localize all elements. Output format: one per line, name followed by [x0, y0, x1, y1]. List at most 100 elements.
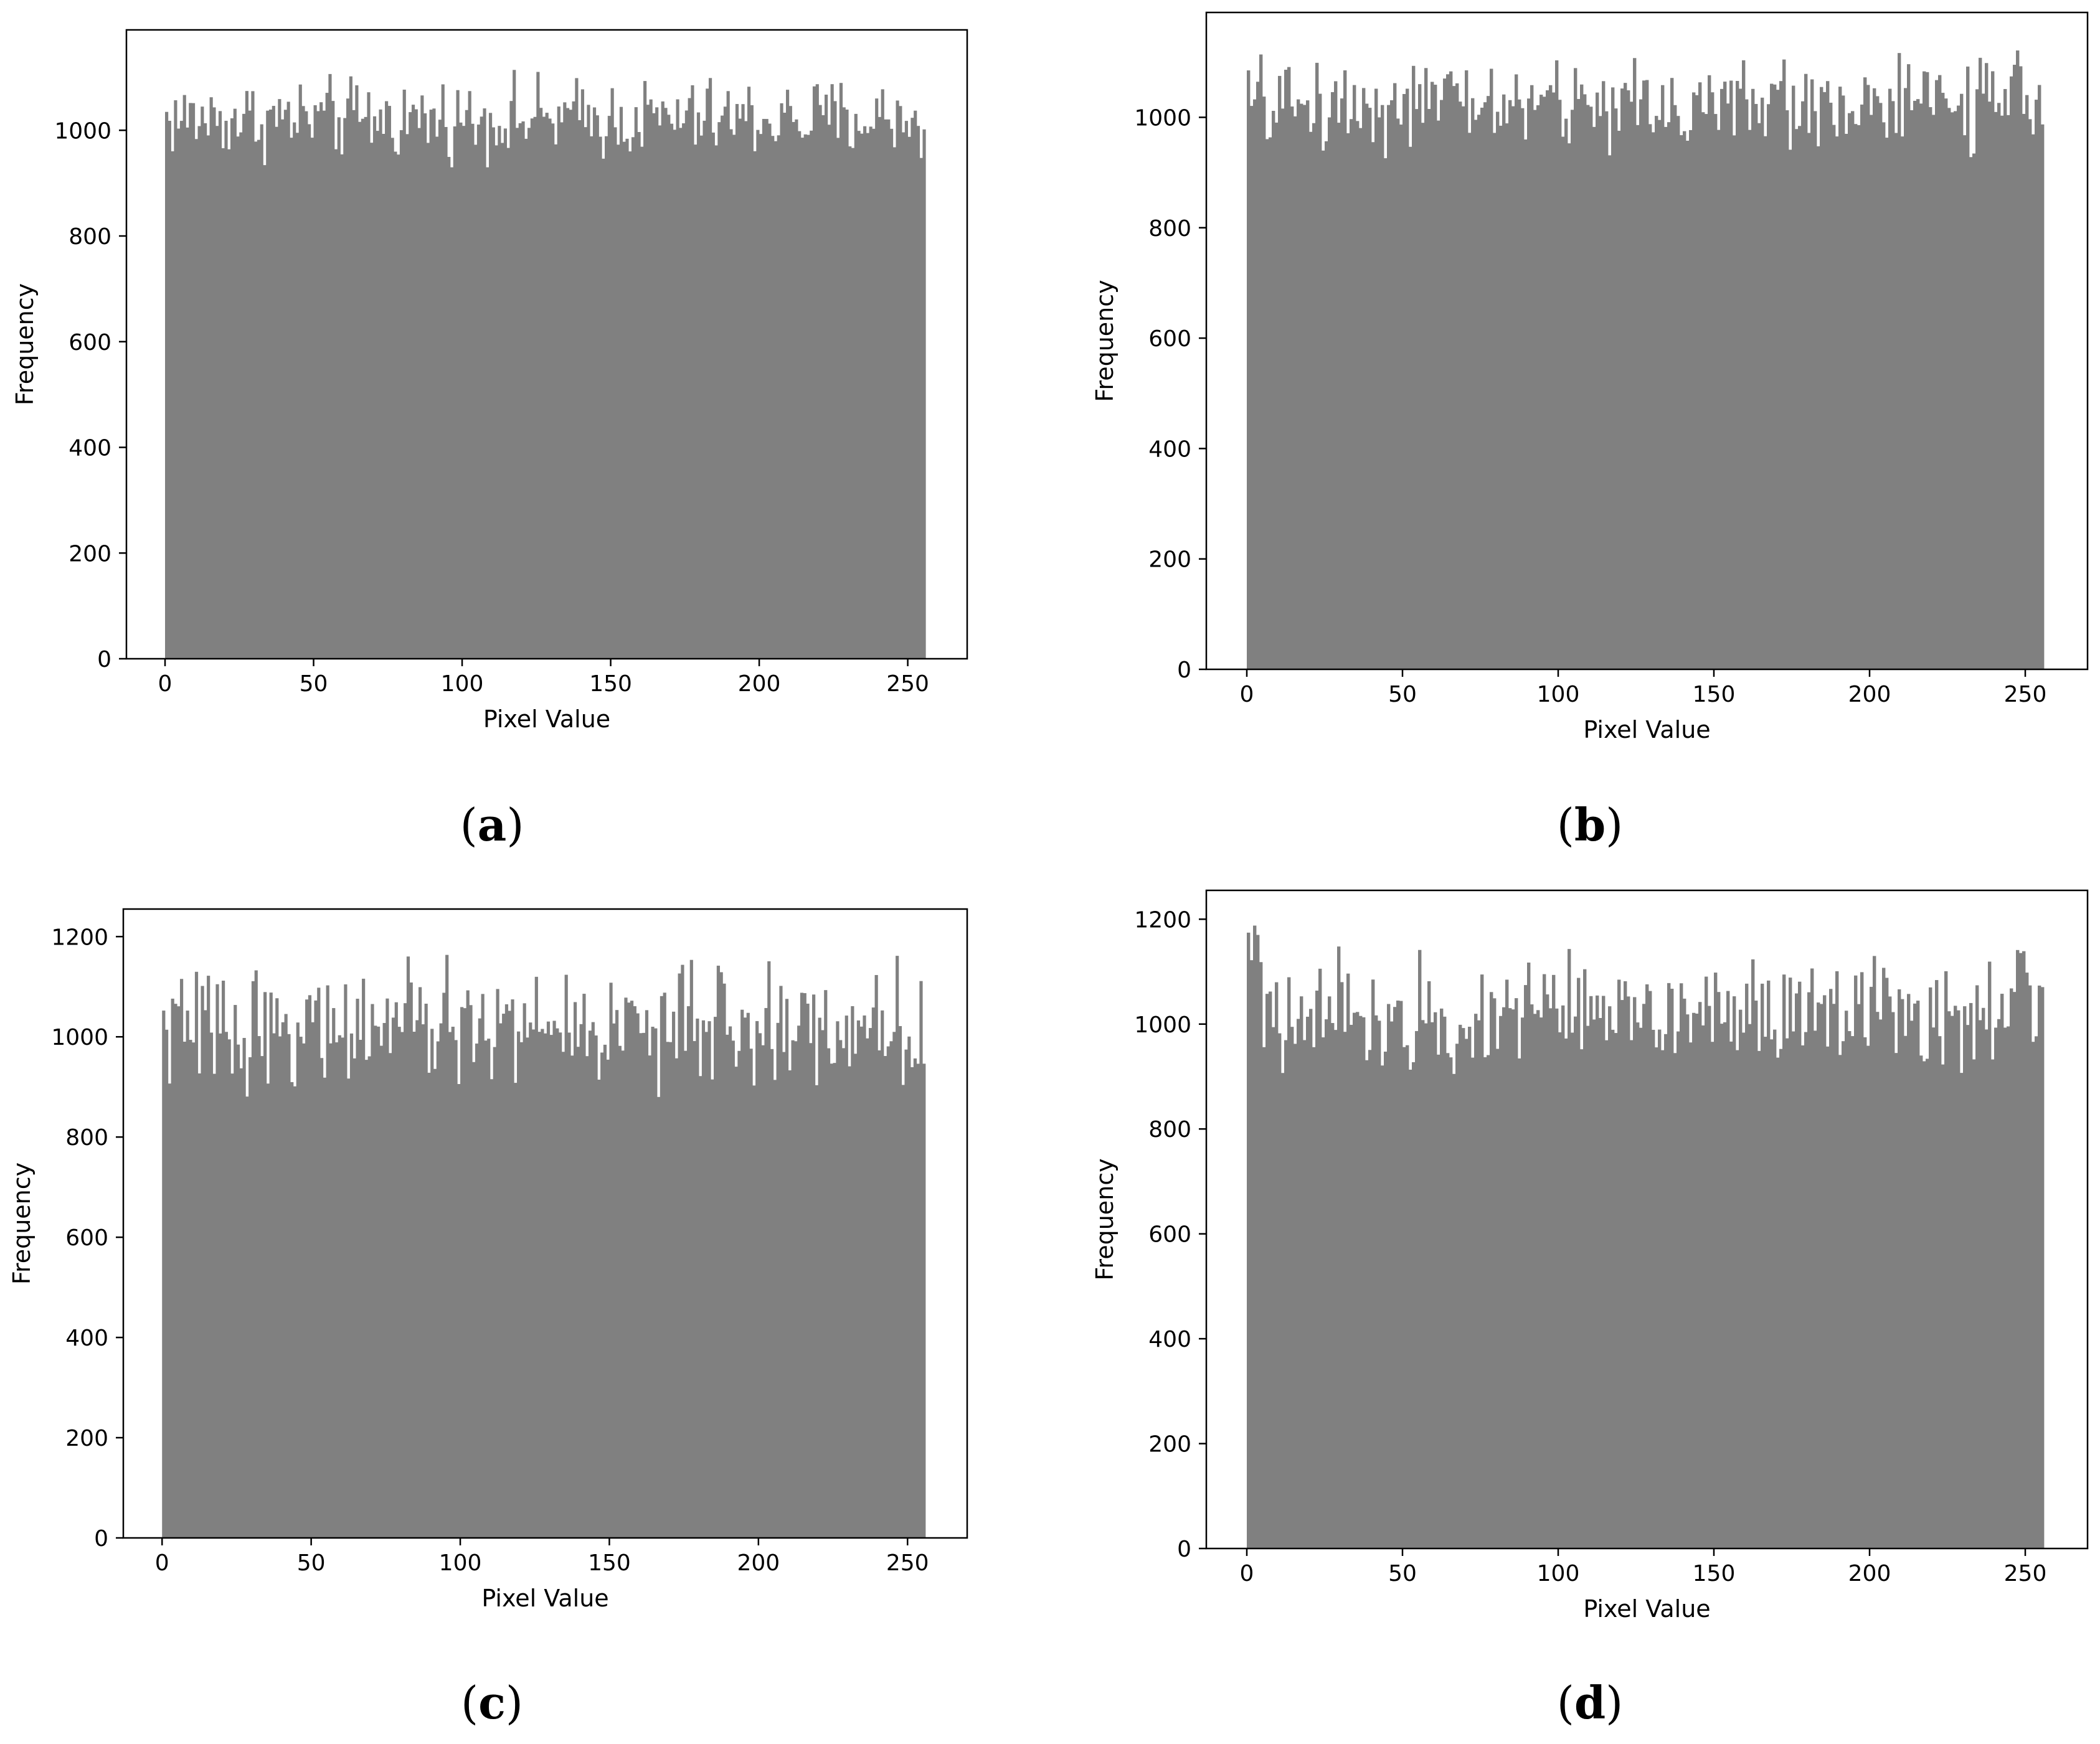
histogram-bar: [260, 1056, 264, 1538]
histogram-bar: [839, 83, 843, 659]
histogram-bar: [481, 994, 485, 1538]
histogram-bar: [590, 136, 594, 659]
histogram-bar: [1284, 69, 1288, 670]
histogram-bar: [1633, 58, 1637, 670]
histogram-bar: [1904, 1035, 1908, 1548]
histogram-bar: [355, 85, 359, 659]
histogram-bar: [884, 119, 887, 659]
histogram-bar: [1767, 980, 1771, 1548]
histogram-bar: [684, 110, 688, 659]
histogram-bar: [1860, 972, 1864, 1548]
histogram-bar: [806, 134, 810, 659]
histogram-bar: [548, 118, 552, 659]
histogram-bar: [788, 1070, 792, 1538]
x-axis-label: Pixel Value: [481, 1585, 608, 1612]
histogram-bar: [1807, 133, 1811, 669]
histogram-bar: [603, 1044, 607, 1538]
histogram-bar: [1935, 80, 1939, 669]
histogram-bar: [551, 123, 555, 659]
histogram-bar: [457, 1084, 461, 1538]
histogram-bar: [600, 1052, 604, 1538]
histogram-bar: [731, 1040, 735, 1538]
y-axis-label: Frequency: [1091, 280, 1119, 402]
histogram-bar: [236, 1044, 240, 1538]
histogram-bar: [746, 1012, 750, 1538]
histogram-bar: [1253, 925, 1257, 1548]
histogram-bar: [1325, 141, 1328, 669]
histogram-bar: [1835, 971, 1839, 1548]
histogram-bar: [2028, 985, 2032, 1548]
histogram-bar: [490, 1079, 494, 1538]
histogram-bar: [197, 126, 201, 659]
histogram-bar: [1378, 117, 1381, 670]
histogram-bar: [1951, 112, 1954, 669]
histogram-bar: [460, 1007, 464, 1538]
histogram-bar: [874, 974, 878, 1538]
histogram-bar: [901, 1085, 905, 1538]
histogram-bar: [1418, 950, 1422, 1548]
histogram-bar: [1698, 82, 1702, 670]
histogram-bar: [1636, 1022, 1640, 1548]
histogram-bar: [1518, 99, 1521, 669]
histogram-bar: [655, 107, 659, 659]
histogram-bar: [1459, 101, 1462, 669]
histogram-bar: [1605, 111, 1609, 669]
histogram-bar: [441, 84, 445, 659]
histogram-bar: [1256, 935, 1260, 1548]
histogram-bar: [1384, 158, 1388, 669]
histogram-bar: [755, 1020, 759, 1538]
y-tick-label: 0: [94, 1526, 108, 1552]
histogram-bar: [1761, 97, 1764, 669]
histogram-bar: [776, 1022, 780, 1538]
histogram-bar: [721, 115, 724, 659]
histogram-bar: [669, 123, 674, 659]
histogram-bar: [744, 121, 748, 659]
histogram-bar: [1720, 1024, 1724, 1548]
histogram-bar: [1804, 73, 1808, 669]
histogram-bar: [842, 107, 846, 659]
histogram-bar: [613, 127, 617, 659]
histogram-bar: [417, 128, 421, 659]
histogram-bar: [1443, 1016, 1447, 1548]
histogram-bar: [1636, 125, 1640, 670]
histogram-bar: [352, 1058, 356, 1538]
histogram-bar: [1334, 1030, 1338, 1548]
histogram-bar: [892, 1032, 896, 1538]
histogram-bar: [914, 110, 917, 659]
histogram-bar: [1938, 1036, 1942, 1548]
histogram-bar: [1842, 1041, 1845, 1548]
histogram-bar: [1250, 960, 1254, 1548]
panel-label: (d): [1557, 1676, 1624, 1729]
histogram-bar: [420, 95, 424, 659]
histogram-bar: [1602, 996, 1606, 1548]
histogram-bar: [1916, 99, 1920, 669]
histogram-bar: [738, 118, 742, 659]
histogram-bar: [1452, 86, 1456, 669]
histogram-bar: [907, 1036, 911, 1538]
histogram-bar: [1543, 97, 1546, 669]
histogram-bar: [466, 990, 470, 1538]
histogram-bar: [597, 1079, 601, 1538]
histogram-bar: [1524, 985, 1528, 1548]
histogram-bar: [1913, 1003, 1917, 1548]
chart-panel: 0 50 100 150 200 250 0 200 400 600 800 1000 Pixel Va…: [1091, 11, 2089, 851]
histogram-bar: [716, 965, 720, 1538]
histogram-bar: [1633, 997, 1637, 1548]
histogram-bar: [162, 1011, 166, 1538]
histogram-bar: [664, 108, 668, 659]
histogram-bar: [1848, 1031, 1852, 1548]
histogram-bar: [1982, 1007, 1985, 1548]
histogram-bar: [1754, 103, 1758, 669]
histogram-bar: [325, 93, 329, 659]
histogram-bar: [598, 136, 602, 659]
histogram-bar: [230, 1073, 234, 1538]
histogram-bar: [588, 1030, 592, 1538]
histogram-bar: [1941, 93, 1945, 670]
histogram-bar: [1624, 83, 1627, 669]
histogram-bar: [1726, 991, 1730, 1548]
histogram-bar: [2031, 134, 2035, 669]
histogram-bar: [584, 127, 587, 659]
histogram-bar: [722, 983, 726, 1538]
histogram-bar: [806, 1003, 810, 1538]
histogram-bar: [607, 116, 611, 659]
